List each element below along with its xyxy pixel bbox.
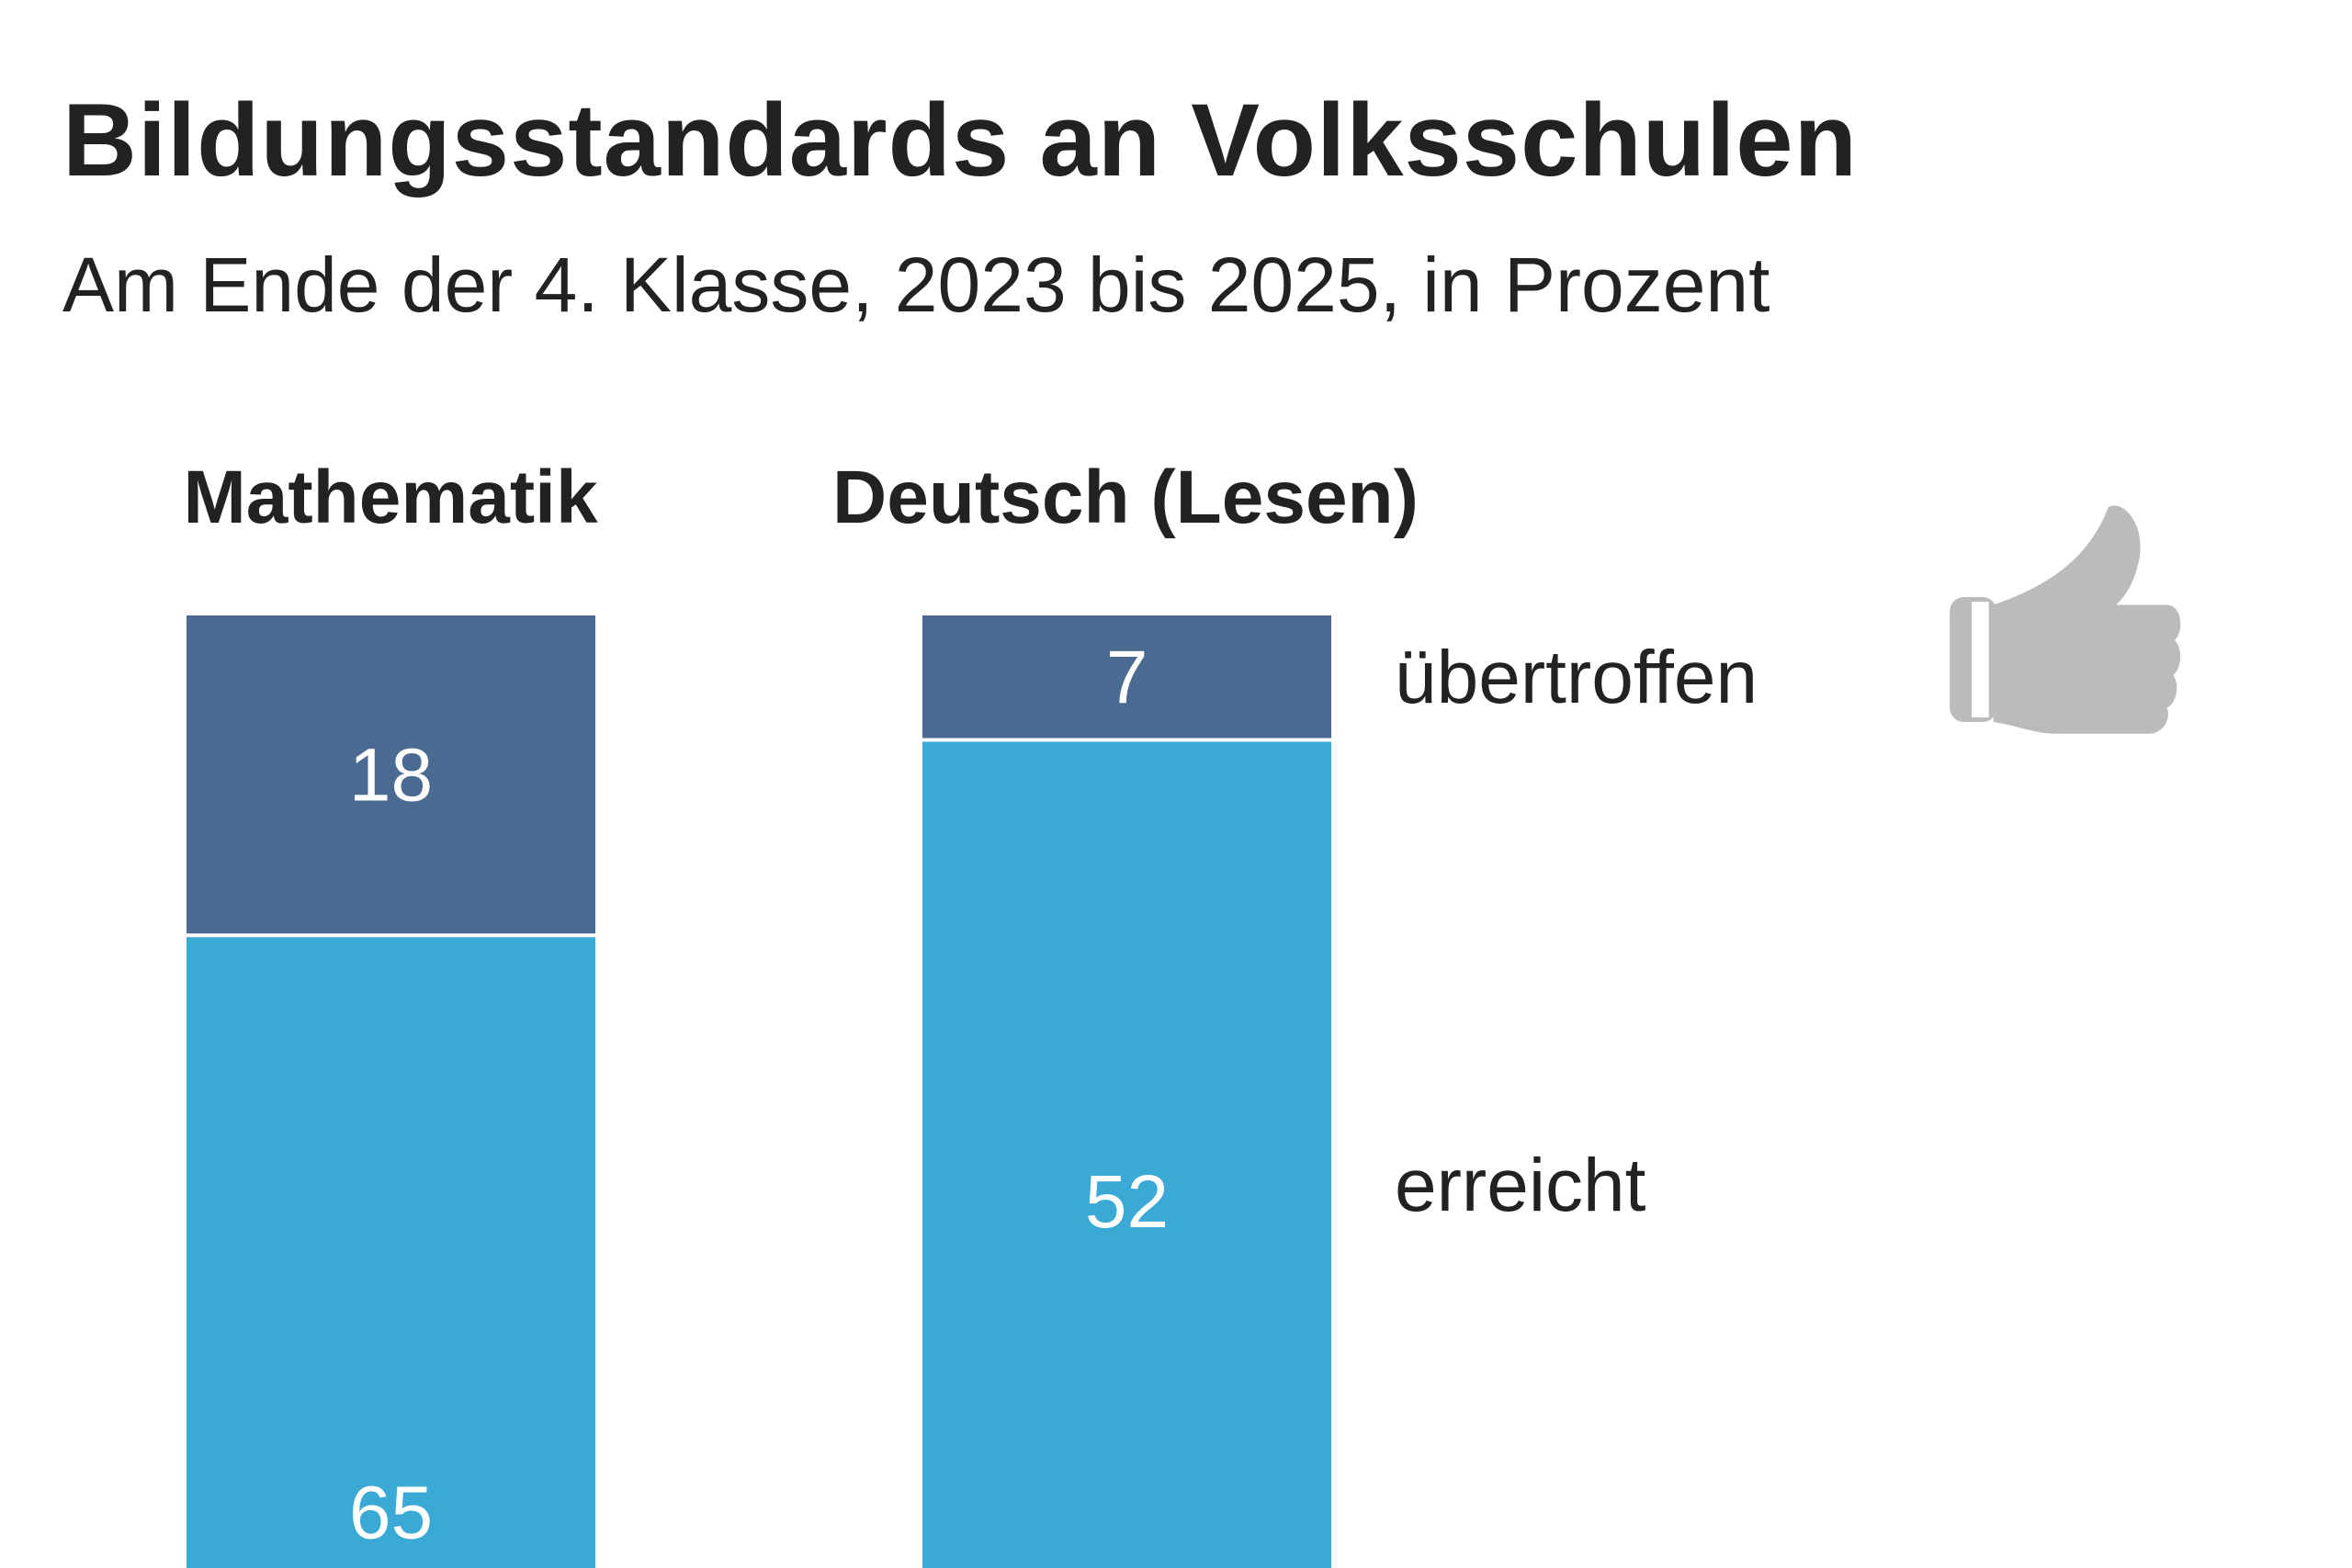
category-label-deutsch: Deutsch (Lesen) (832, 456, 1419, 539)
bar-segment-uebertroffen (922, 615, 1331, 740)
bar-segment-erreicht (922, 739, 1331, 1568)
bar-segment-erreicht (187, 935, 595, 1568)
data-label: 7 (1106, 636, 1148, 719)
series-label-uebertroffen: übertroffen (1395, 636, 1758, 719)
chart-title: Bildungsstandards an Volksschulen (62, 83, 1859, 197)
data-label: 52 (1085, 1160, 1169, 1244)
data-label: 65 (349, 1472, 433, 1555)
category-label-mathematik: Mathematik (183, 456, 598, 539)
chart-subtitle: Am Ende der 4. Klasse, 2023 bis 2025, in… (62, 242, 1770, 328)
series-label-erreicht: erreicht (1395, 1144, 1646, 1227)
bar-segment-uebertroffen (187, 615, 595, 936)
data-label: 18 (349, 734, 433, 818)
